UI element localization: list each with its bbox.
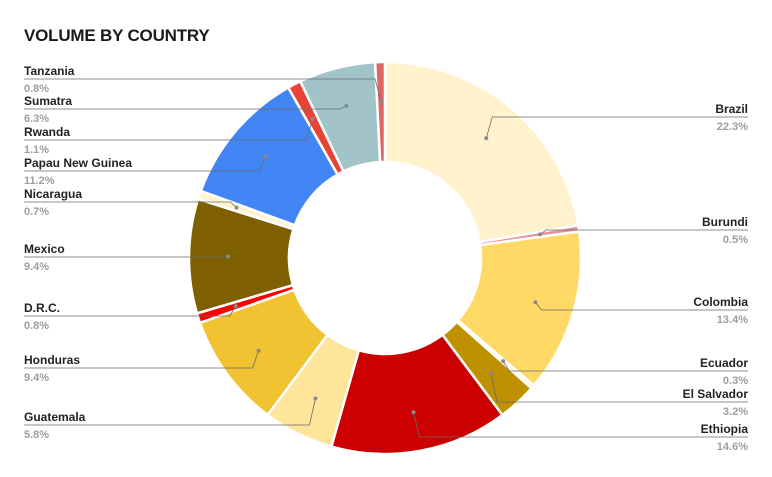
slice-label-name: Mexico xyxy=(24,242,65,256)
slice-label-percent: 3.2% xyxy=(723,406,748,418)
slice-label-name: Burundi xyxy=(702,215,748,229)
slice-label-percent: 6.3% xyxy=(24,113,49,125)
leader-dot xyxy=(310,117,315,122)
leader-dot xyxy=(538,232,543,237)
slice-label-percent: 0.3% xyxy=(723,375,748,387)
slice-label-name: Guatemala xyxy=(24,410,86,424)
slice-label-name: Tanzania xyxy=(24,64,75,78)
leader-dot xyxy=(501,359,506,364)
slice-label-percent: 9.4% xyxy=(24,372,49,384)
slice-label-name: D.R.C. xyxy=(24,301,60,315)
leader-dot xyxy=(226,254,231,259)
slice-label-percent: 9.4% xyxy=(24,261,49,273)
chart-title: VOLUME BY COUNTRY xyxy=(24,26,210,45)
slice-label-name: Ecuador xyxy=(700,356,748,370)
leader-line xyxy=(24,78,382,102)
slice-label-percent: 14.6% xyxy=(717,441,748,453)
leader-line xyxy=(24,305,237,317)
slice-label-name: Nicaragua xyxy=(24,187,82,201)
slice-label-percent: 1.1% xyxy=(24,144,49,156)
slice-colombia xyxy=(456,230,583,388)
leader-dot xyxy=(344,104,349,109)
leader-line xyxy=(485,116,748,139)
slice-ethiopia xyxy=(329,333,505,456)
leader-line xyxy=(24,350,259,369)
leader-line xyxy=(413,412,748,438)
slice-label-percent: 13.4% xyxy=(717,314,748,326)
leader-line xyxy=(24,201,237,208)
slice-brazil xyxy=(383,60,580,244)
slice-label-name: El Salvador xyxy=(683,387,749,401)
slice-label-percent: 0.8% xyxy=(24,320,49,332)
leader-line xyxy=(535,302,748,311)
leader-line xyxy=(24,156,266,172)
slice-label-percent: 5.8% xyxy=(24,429,49,441)
slice-label-name: Papau New Guinea xyxy=(24,156,132,170)
leader-dot xyxy=(256,348,261,353)
slice-label-name: Rwanda xyxy=(24,125,70,139)
leader-line xyxy=(539,229,748,235)
slice-label-percent: 11.2% xyxy=(24,175,55,187)
leader-lines xyxy=(24,78,748,438)
slice-label-name: Sumatra xyxy=(24,94,72,108)
slice-label-name: Colombia xyxy=(693,295,748,309)
leader-dot xyxy=(379,99,384,104)
leader-line xyxy=(502,360,748,372)
leader-line xyxy=(24,398,316,426)
leader-line xyxy=(24,105,347,110)
leader-line xyxy=(490,373,748,403)
leader-dot xyxy=(233,304,238,309)
slice-label-percent: 0.7% xyxy=(24,206,49,218)
slice-labels: Brazil 22.3% Burundi 0.5% Colombia 13.4% Ecuad… xyxy=(24,64,748,453)
slice-label-percent: 0.8% xyxy=(24,83,49,95)
leader-dot xyxy=(489,371,494,376)
leader-dot xyxy=(313,396,318,401)
slice-label-name: Brazil xyxy=(715,102,748,116)
slice-label-percent: 0.5% xyxy=(723,234,748,246)
leader-dot xyxy=(484,136,489,141)
leader-dot xyxy=(234,205,239,210)
slice-label-name: Ethiopia xyxy=(701,422,749,436)
leader-dot xyxy=(263,154,268,159)
donut-slices xyxy=(187,60,583,456)
slice-label-percent: 22.3% xyxy=(717,121,748,133)
slice-label-name: Honduras xyxy=(24,353,80,367)
leader-line xyxy=(24,118,313,141)
leader-dot xyxy=(533,300,538,305)
leader-dot xyxy=(411,410,416,415)
